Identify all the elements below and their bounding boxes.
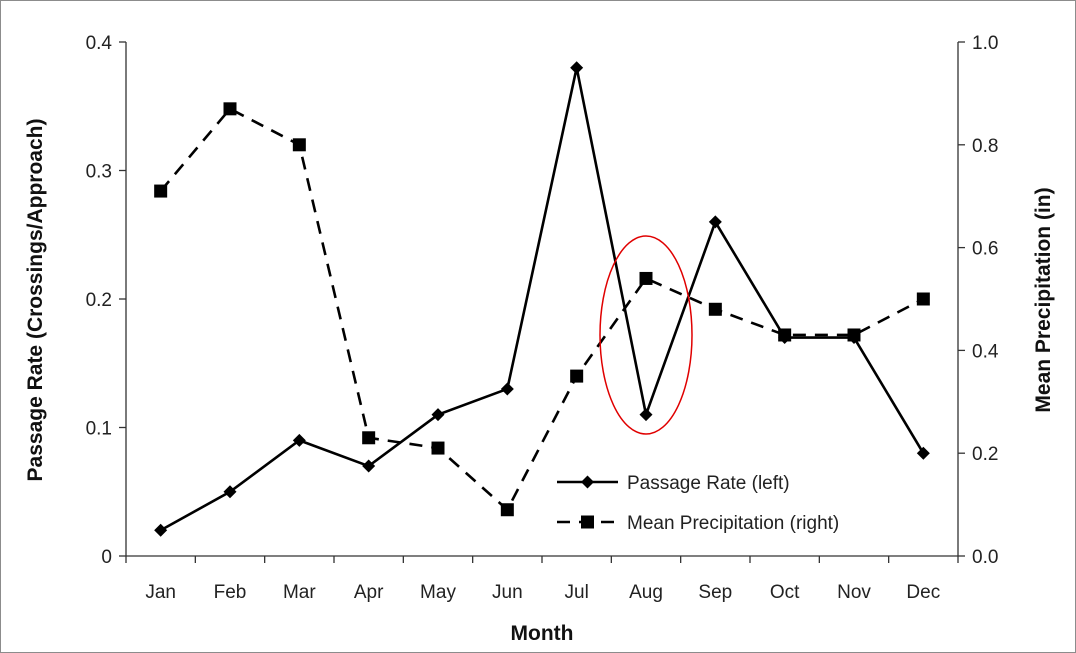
x-tick-label: Jul	[565, 582, 589, 603]
series-line-1	[160, 67, 925, 532]
y-left-tick-label: 0.1	[86, 419, 112, 440]
annotation-ellipse	[599, 235, 693, 435]
y-right-tick-label: 0.8	[972, 136, 998, 157]
x-tick-label: Apr	[354, 582, 384, 603]
y-axis-right-title: Mean Precipitation (in)	[1032, 187, 1055, 412]
series-2-point	[916, 292, 930, 306]
x-tick-label: Jun	[492, 582, 523, 603]
series-1-point	[223, 485, 237, 499]
series-2-point	[778, 328, 792, 342]
series-line-2	[159, 107, 924, 512]
series-2-point	[292, 138, 306, 152]
series-layer	[154, 61, 930, 537]
series-2-point	[154, 184, 168, 198]
x-tick-label: Oct	[770, 582, 800, 603]
y-left-tick-label: 0.4	[86, 33, 113, 54]
series-2-point	[708, 302, 722, 316]
y-left-tick-label: 0.3	[86, 162, 112, 183]
series-1-point	[154, 523, 168, 537]
series-2-point	[223, 102, 237, 116]
x-tick-label: Sep	[698, 582, 732, 603]
series-1-point	[639, 408, 653, 422]
series-1-point	[500, 382, 514, 396]
series-1-point	[708, 215, 722, 229]
y-left-tick-label: 0.2	[86, 290, 112, 311]
series-1-point	[362, 459, 376, 473]
legend: Passage Rate (left) Mean Precipitation (r…	[557, 473, 839, 534]
legend-label-2: Mean Precipitation (right)	[627, 513, 839, 534]
y-right-tick-label: 0.4	[972, 341, 999, 362]
x-tick-label: May	[420, 582, 456, 603]
x-tick-label: Mar	[283, 582, 316, 603]
y-axis-left-title: Passage Rate (Crossings/Approach)	[24, 119, 47, 482]
series-2-point	[362, 431, 376, 445]
annotation-layer	[599, 235, 693, 435]
series-1-point	[292, 433, 306, 447]
series-1-point	[431, 408, 445, 422]
x-tick-label: Jan	[145, 582, 176, 603]
x-tick-label: Nov	[837, 582, 871, 603]
legend-marker-2	[581, 515, 594, 529]
legend-label-1: Passage Rate (left)	[627, 473, 790, 494]
x-tick-label: Dec	[906, 582, 940, 603]
axes: 0 0.1 0.2 0.3 0.4 0.0 0.2 0.4 0.6 0.8 1.0 Jan Feb Mar…	[86, 33, 999, 603]
x-axis-title: Month	[511, 622, 574, 645]
y-left-tick-label: 0	[101, 547, 112, 568]
series-2-point	[847, 328, 861, 342]
legend-marker-1	[581, 475, 594, 489]
y-right-tick-label: 0.6	[972, 239, 998, 260]
x-tick-label: Feb	[214, 582, 247, 603]
series-1-point	[570, 61, 584, 75]
series-2-point	[570, 369, 584, 383]
y-right-tick-label: 0.0	[972, 547, 998, 568]
series-1-point	[916, 446, 930, 460]
series-2-point	[639, 271, 653, 285]
series-2-point	[431, 441, 445, 455]
x-tick-label: Aug	[629, 582, 663, 603]
y-right-tick-label: 1.0	[972, 33, 998, 54]
y-right-tick-label: 0.2	[972, 444, 998, 465]
series-2-point	[500, 503, 514, 517]
